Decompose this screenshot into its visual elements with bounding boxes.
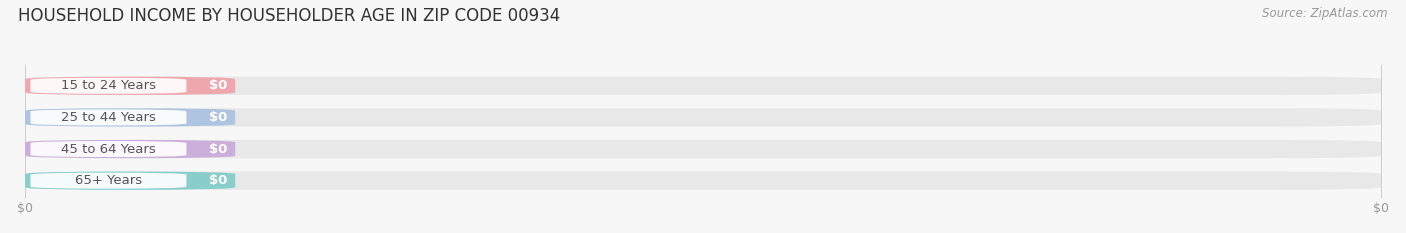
Text: 45 to 64 Years: 45 to 64 Years [60, 143, 156, 156]
FancyBboxPatch shape [31, 109, 187, 126]
Text: $0: $0 [208, 174, 228, 187]
FancyBboxPatch shape [31, 78, 187, 94]
Text: 65+ Years: 65+ Years [75, 174, 142, 187]
FancyBboxPatch shape [25, 171, 1381, 190]
FancyBboxPatch shape [31, 141, 187, 157]
Text: $0: $0 [208, 79, 228, 92]
Text: Source: ZipAtlas.com: Source: ZipAtlas.com [1263, 7, 1388, 20]
Text: 15 to 24 Years: 15 to 24 Years [60, 79, 156, 92]
FancyBboxPatch shape [25, 140, 1381, 158]
Text: $0: $0 [208, 111, 228, 124]
Text: 25 to 44 Years: 25 to 44 Years [60, 111, 156, 124]
FancyBboxPatch shape [25, 140, 235, 158]
Text: $0: $0 [208, 143, 228, 156]
FancyBboxPatch shape [25, 108, 1381, 127]
FancyBboxPatch shape [25, 77, 235, 95]
Text: HOUSEHOLD INCOME BY HOUSEHOLDER AGE IN ZIP CODE 00934: HOUSEHOLD INCOME BY HOUSEHOLDER AGE IN Z… [18, 7, 561, 25]
FancyBboxPatch shape [25, 77, 1381, 95]
FancyBboxPatch shape [31, 173, 187, 189]
FancyBboxPatch shape [25, 108, 235, 127]
FancyBboxPatch shape [25, 171, 235, 190]
